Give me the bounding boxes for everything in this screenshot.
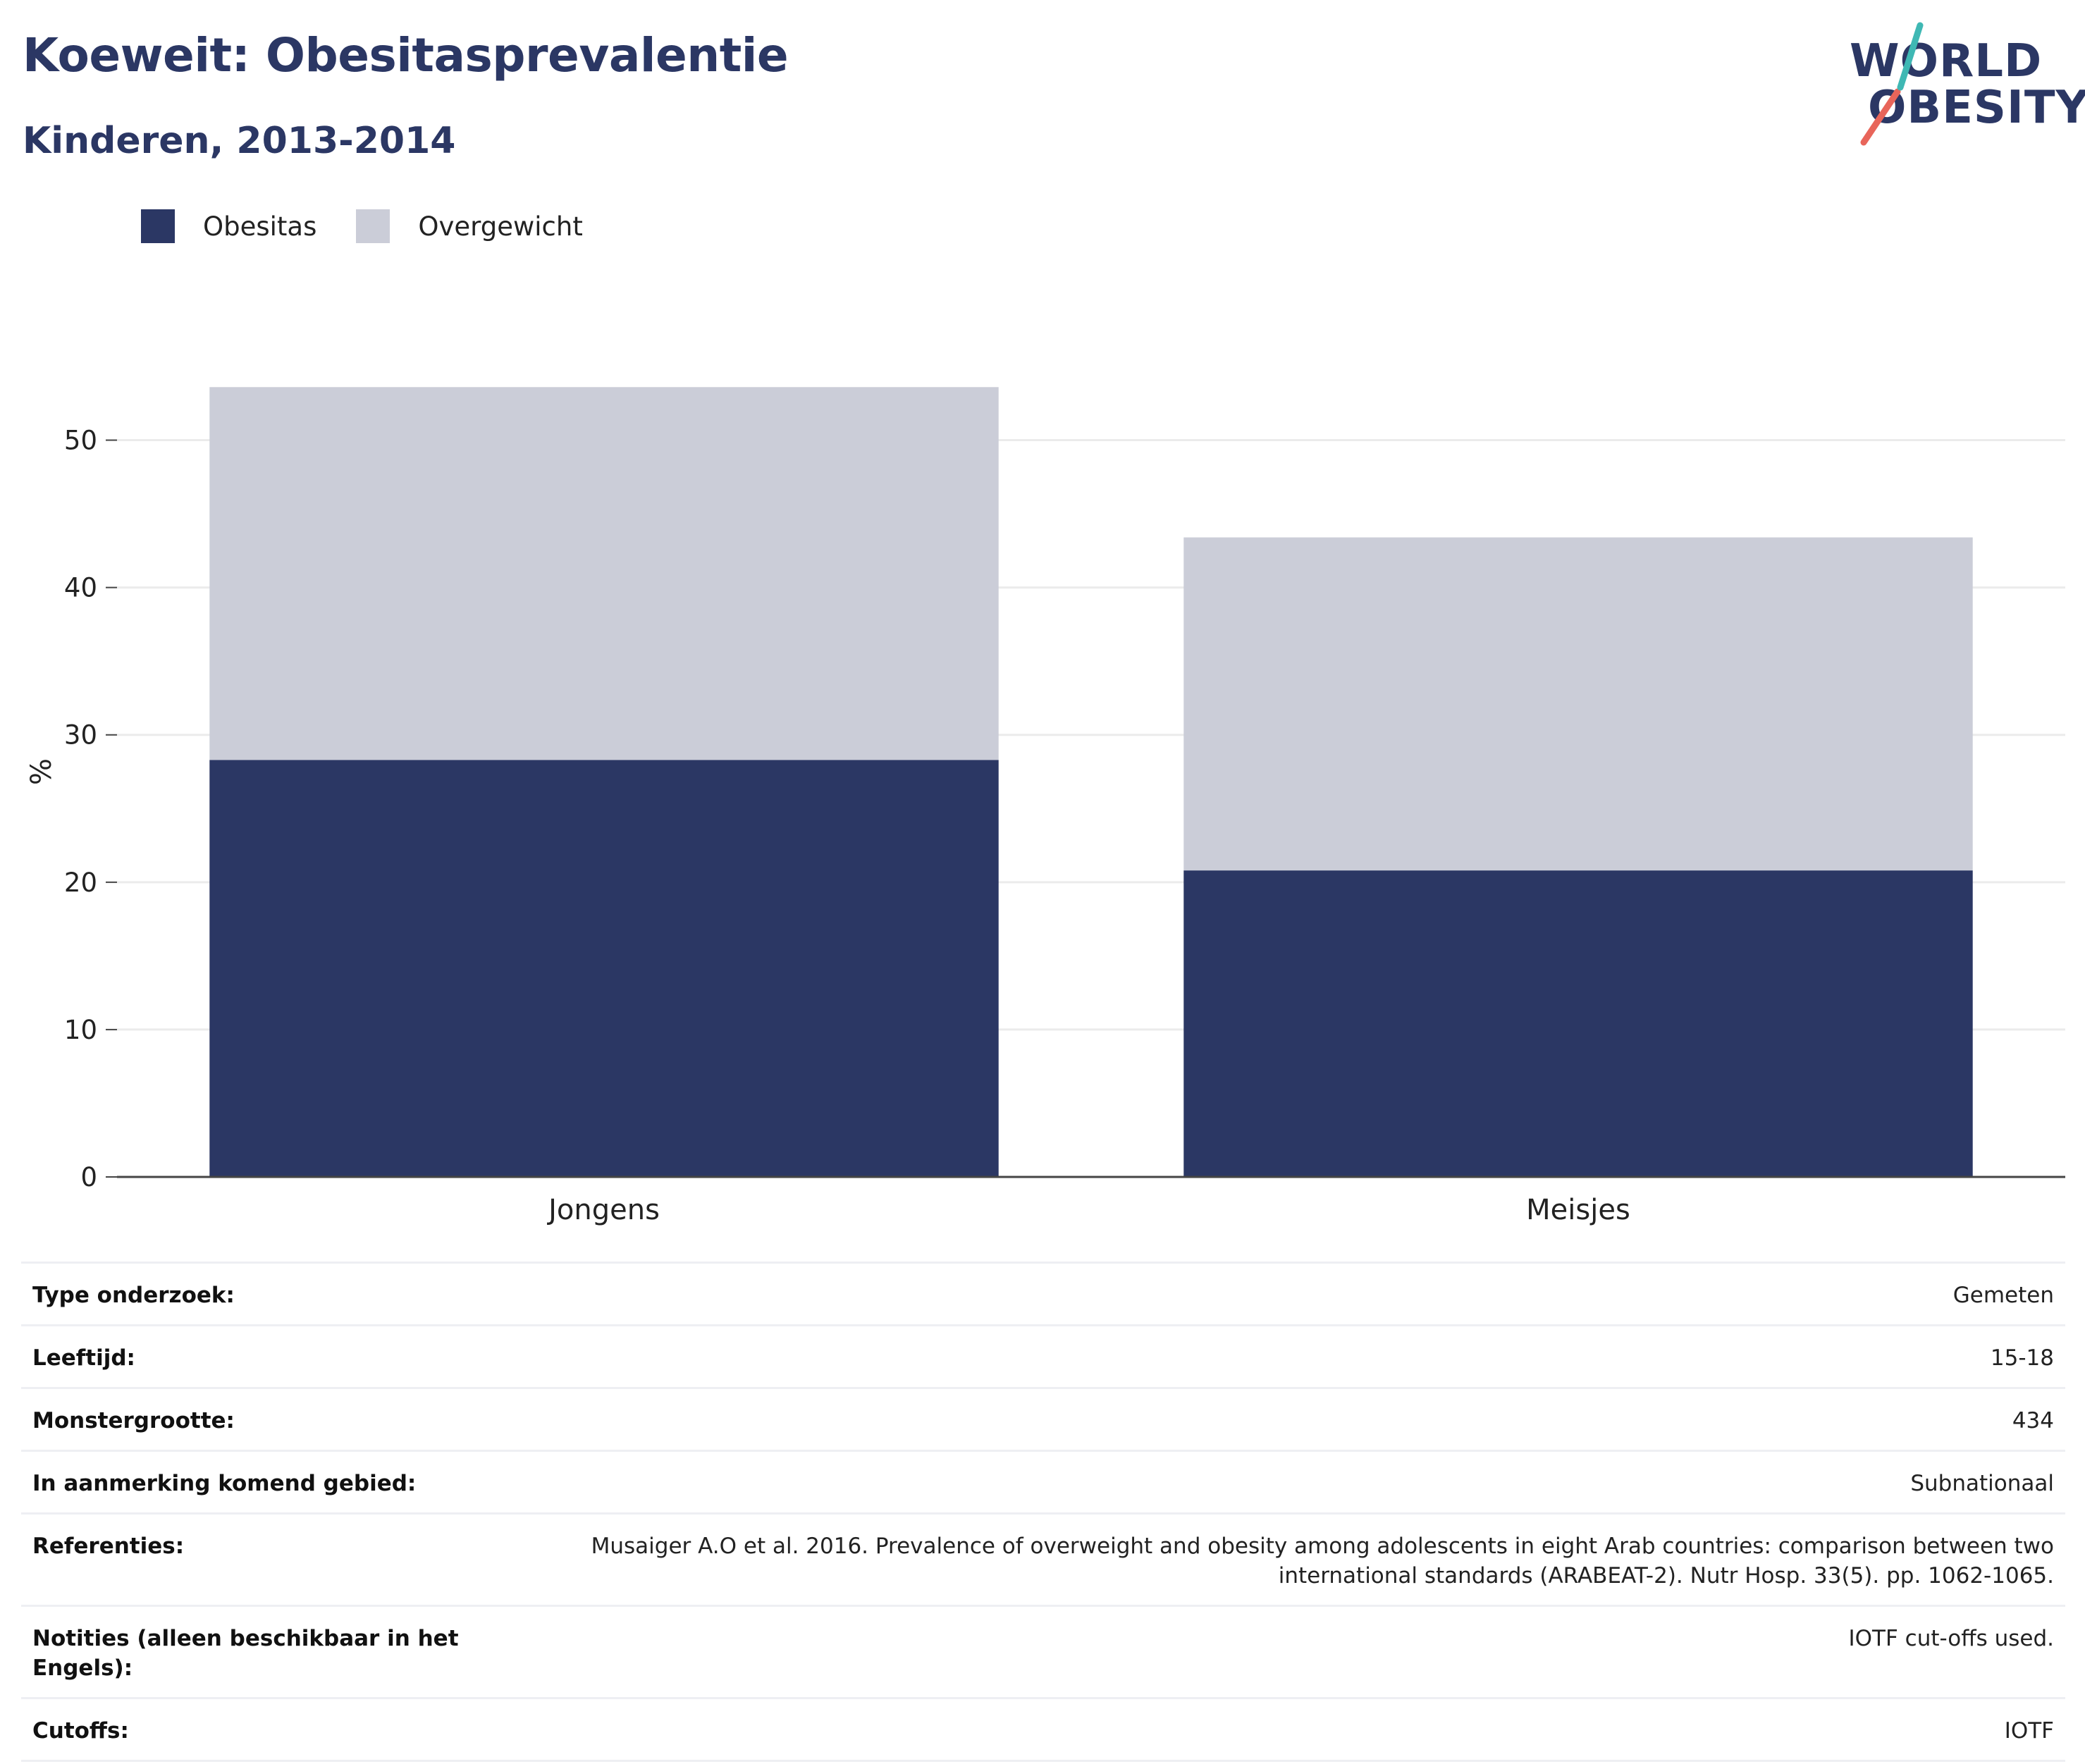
logo-line-2: OBESITY (1868, 82, 2085, 134)
info-label: Monstergrootte: (21, 1387, 481, 1452)
info-value: IOTF (481, 1697, 2065, 1762)
y-axis-ticks: 0 10 20 30 40 50 (64, 426, 117, 1192)
info-label: Referenties: (21, 1512, 481, 1607)
legend-label-overgewicht: Overgewicht (418, 211, 583, 242)
survey-info-table: Type onderzoek: Gemeten Leeftijd: 15-18 Mons… (21, 1262, 2065, 1762)
info-row: Leeftijd: 15-18 (21, 1324, 2065, 1389)
info-label: In aanmerking komend gebied: (21, 1450, 481, 1515)
legend-swatch-obesitas (141, 209, 175, 243)
info-value: IOTF cut-offs used. (481, 1605, 2065, 1699)
bar-obesitas-jongens[interactable] (209, 760, 999, 1177)
info-row: Referenties: Musaiger A.O et al. 2016. Pr… (21, 1512, 2065, 1607)
logo-line-1: WORLD (1850, 35, 2043, 87)
x-axis-ticks: Jongens Meisjes (546, 1194, 1630, 1226)
y-tick-label: 30 (64, 720, 97, 751)
y-tick-label: 20 (64, 868, 97, 898)
y-tick-label: 10 (64, 1015, 97, 1045)
info-value: Gemeten (481, 1262, 2065, 1326)
legend-item-obesitas[interactable]: Obesitas (141, 209, 316, 243)
logo-slash-icon (1860, 22, 1924, 146)
info-label: Notities (alleen beschikbaar in het Enge… (21, 1605, 481, 1699)
info-value: 15-18 (481, 1324, 2065, 1389)
info-row: Type onderzoek: Gemeten (21, 1262, 2065, 1326)
info-label: Leeftijd: (21, 1324, 481, 1389)
info-row: In aanmerking komend gebied: Subnationaal (21, 1450, 2065, 1515)
chart-legend: Obesitas Overgewicht (141, 209, 622, 243)
y-tick-label: 40 (64, 573, 97, 603)
info-label: Cutoffs: (21, 1697, 481, 1762)
legend-swatch-overgewicht (356, 209, 390, 243)
y-tick-label: 0 (80, 1162, 97, 1192)
x-tick-label: Jongens (546, 1194, 660, 1226)
info-value: Musaiger A.O et al. 2016. Prevalence of … (481, 1512, 2065, 1607)
bar-chart: 0 10 20 30 40 50 Jongens Meisjes % (25, 387, 2065, 1226)
world-obesity-logo: WORLD OBESITY (1833, 21, 2085, 148)
info-value: 434 (481, 1387, 2065, 1452)
info-value: Subnationaal (481, 1450, 2065, 1515)
legend-label-obesitas: Obesitas (203, 211, 317, 242)
legend-item-overgewicht[interactable]: Overgewicht (356, 209, 583, 243)
page-subtitle: Kinderen, 2013-2014 (23, 120, 456, 162)
chart-bars (209, 387, 1973, 1177)
y-tick-label: 50 (64, 426, 97, 456)
info-row: Cutoffs: IOTF (21, 1697, 2065, 1762)
info-label: Type onderzoek: (21, 1262, 481, 1326)
bar-overgewicht-meisjes[interactable] (1183, 537, 1973, 871)
bar-obesitas-meisjes[interactable] (1183, 870, 1973, 1177)
y-axis-label: % (25, 758, 58, 785)
info-row: Monstergrootte: 434 (21, 1387, 2065, 1452)
info-row: Notities (alleen beschikbaar in het Enge… (21, 1605, 2065, 1699)
bar-overgewicht-jongens[interactable] (209, 387, 999, 760)
x-tick-label: Meisjes (1526, 1194, 1630, 1226)
page-title: Koeweit: Obesitasprevalentie (23, 28, 789, 82)
